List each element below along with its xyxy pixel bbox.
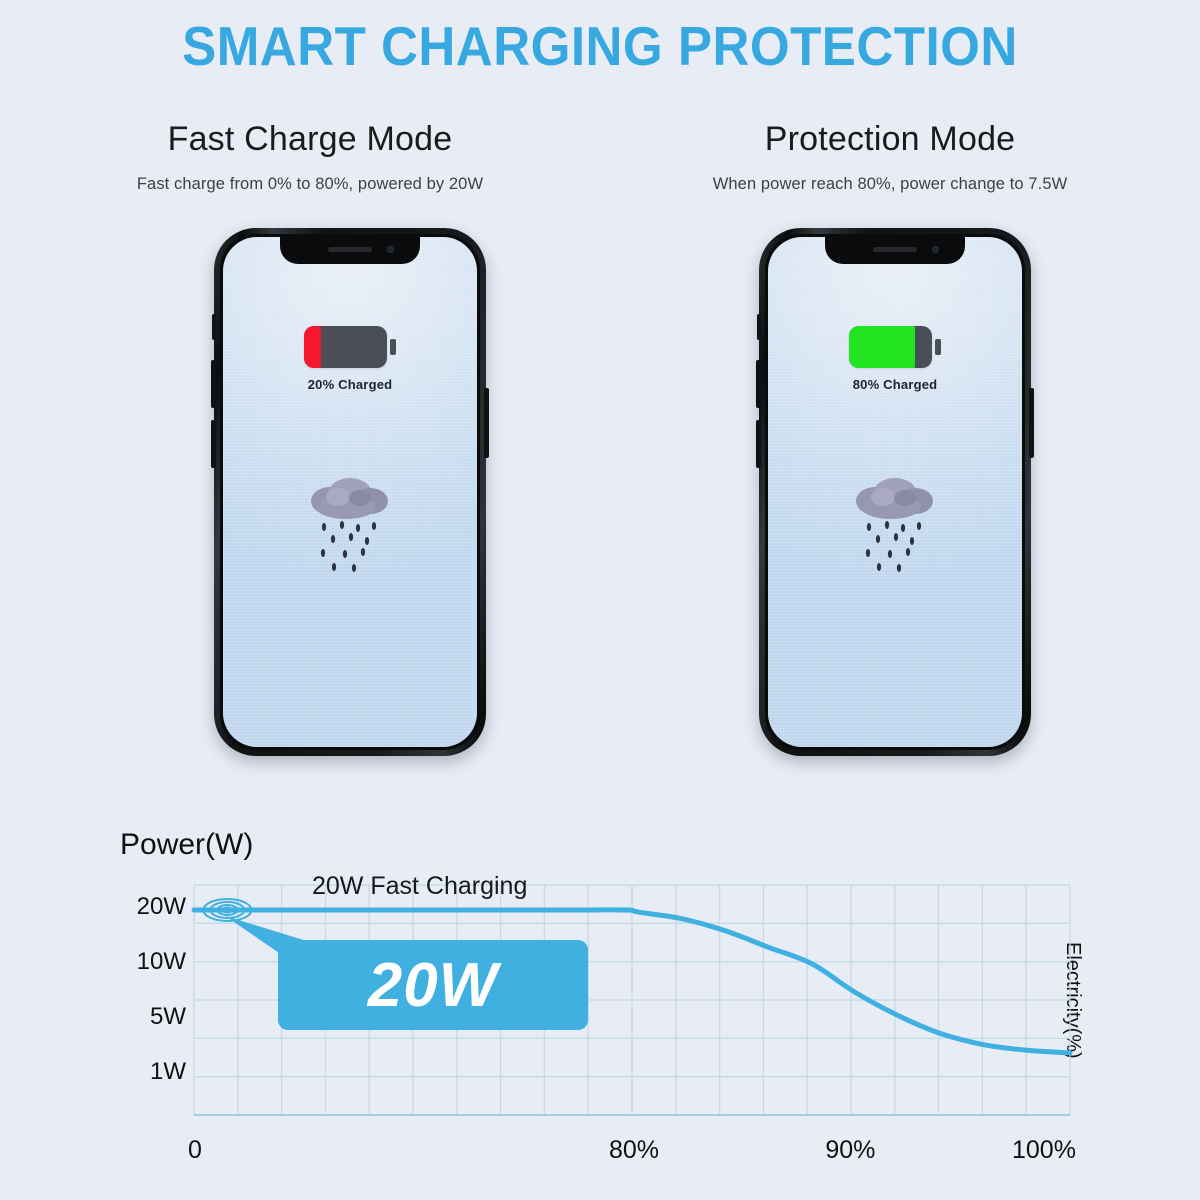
earpiece-speaker-icon: [873, 247, 917, 252]
phone-frame: 80% Charged: [756, 228, 1034, 756]
battery-fill: [304, 326, 321, 368]
volume-up-button: [211, 360, 216, 408]
chart-y-tick: 20W: [136, 893, 186, 920]
battery-body: [849, 326, 933, 368]
phone-bezel: 80% Charged: [765, 234, 1025, 750]
chart-y-tick-group: 20W 10W 5W 1W: [60, 800, 186, 1130]
mode-subtitle-protection: When power reach 80%, power change to 7.…: [712, 175, 1068, 193]
battery-icon-low: [304, 325, 396, 369]
rain-cloud-icon: [290, 467, 410, 587]
front-camera-icon: [387, 246, 394, 253]
battery-fill: [849, 326, 916, 368]
battery-body: [304, 326, 388, 368]
battery-icon-high: [849, 325, 941, 369]
phone-screen: 20% Charged: [223, 237, 477, 747]
battery-percent-label: 80% Charged: [852, 377, 938, 392]
phone-bezel: 20% Charged: [220, 234, 480, 750]
mute-switch-icon: [757, 314, 761, 340]
battery-percent-label: 20% Charged: [307, 377, 393, 392]
battery-cap: [935, 339, 941, 355]
phone-protection: 80% Charged: [745, 228, 1045, 760]
volume-down-button: [211, 420, 216, 468]
mode-title-protection: Protection Mode: [764, 120, 1016, 158]
chart-y-tick: 10W: [136, 948, 186, 975]
chart-x-tick: 0: [188, 1136, 202, 1164]
chart-plot-area: [191, 884, 1073, 1116]
volume-down-button: [756, 420, 761, 468]
chart-gridlines: [193, 884, 1071, 1116]
chart-x-tick: 100%: [1012, 1136, 1076, 1164]
mode-column-fast-charge: Fast Charge Mode Fast charge from 0% to …: [40, 120, 580, 194]
volume-up-button: [756, 360, 761, 408]
chart-y-tick: 1W: [150, 1058, 186, 1085]
chart-x-tick: 90%: [825, 1136, 876, 1164]
mute-switch-icon: [212, 314, 216, 340]
mode-column-protection: Protection Mode When power reach 80%, po…: [620, 120, 1160, 194]
front-camera-icon: [932, 246, 939, 253]
mode-title-fast-charge: Fast Charge Mode: [167, 120, 453, 158]
chart-callout-bubble: [225, 916, 588, 1030]
rain-cloud-icon: [835, 467, 955, 587]
battery-cap: [390, 339, 396, 355]
notch: [825, 237, 965, 264]
chart-line-annotation: 20W Fast Charging: [312, 872, 528, 900]
notch: [280, 237, 420, 264]
phone-screen: 80% Charged: [768, 237, 1022, 747]
ripple-marker-icon: [202, 898, 253, 922]
chart-y-tick: 5W: [150, 1003, 186, 1030]
mode-subtitle-fast-charge: Fast charge from 0% to 80%, powered by 2…: [136, 175, 484, 193]
phone-frame: 20% Charged: [211, 228, 489, 756]
power-button: [484, 388, 489, 458]
page-title: SMART CHARGING PROTECTION: [182, 15, 1018, 77]
power-curve-chart: Power(W) Electricity(%) 20W 10W 5W 1W 0 80% 9…: [0, 800, 1200, 1200]
earpiece-speaker-icon: [328, 247, 372, 252]
chart-x-tick: 80%: [609, 1136, 660, 1164]
chart-power-curve: [191, 907, 1073, 1056]
phone-fast-charge: 20% Charged: [200, 228, 500, 760]
chart-y-axis-title: Power(W): [120, 828, 254, 861]
power-button: [1029, 388, 1034, 458]
